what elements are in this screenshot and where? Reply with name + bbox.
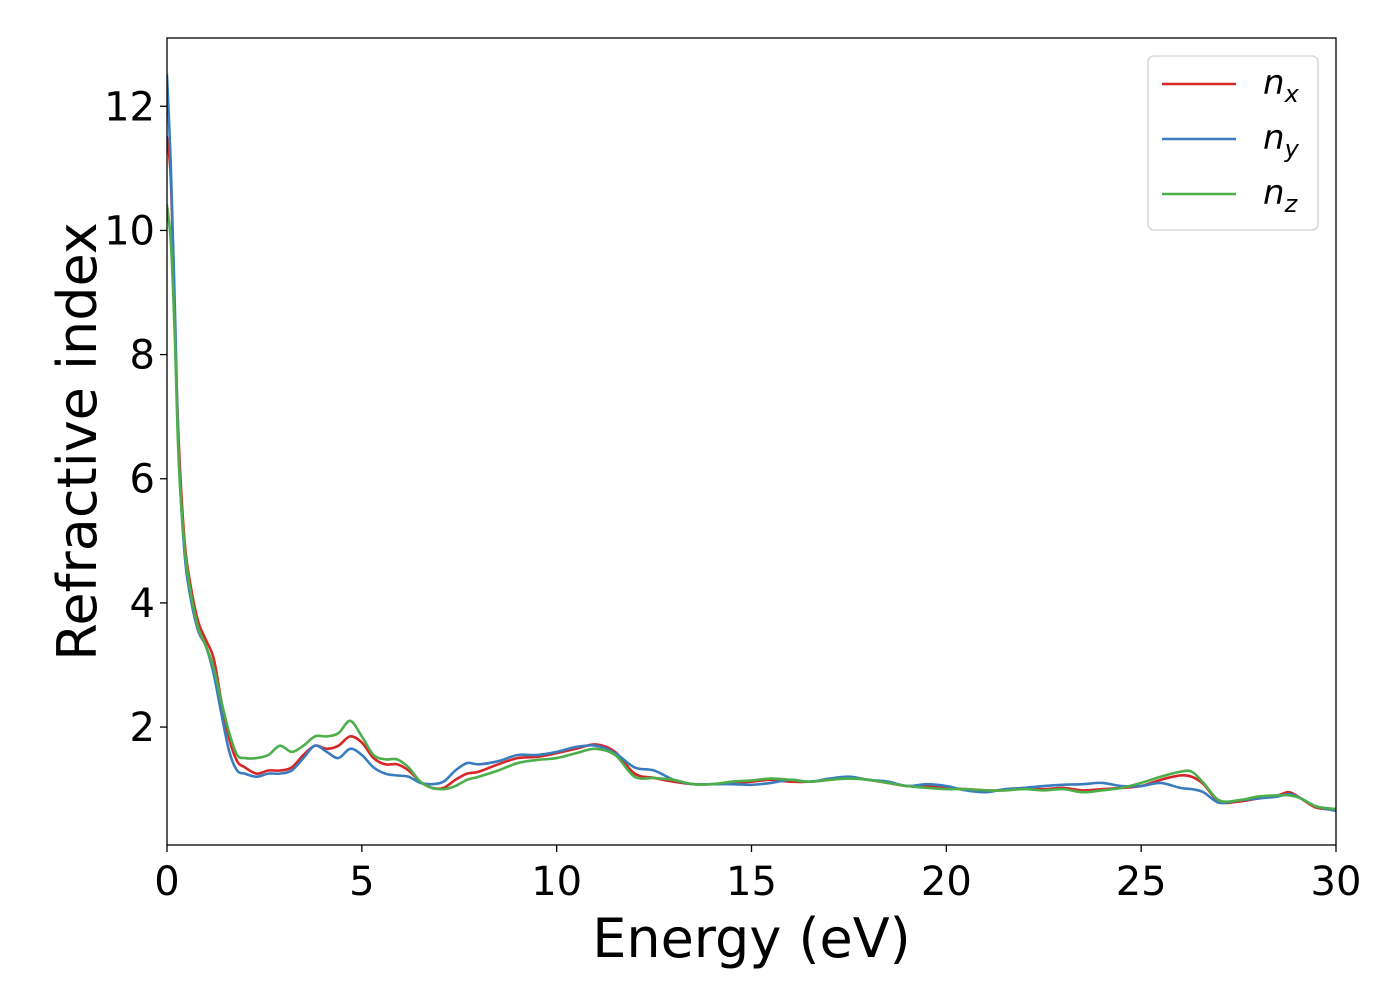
series-line-nx bbox=[167, 136, 1336, 811]
y-axis-label: Refractive index bbox=[46, 222, 109, 661]
x-tick-label: 25 bbox=[1116, 859, 1167, 905]
y-tick-label: 8 bbox=[130, 333, 155, 379]
x-tick-label: 30 bbox=[1311, 859, 1362, 905]
y-tick-label: 6 bbox=[130, 457, 155, 503]
x-tick-label: 5 bbox=[349, 859, 374, 905]
legend-subscript: x bbox=[1284, 80, 1300, 108]
y-tick-label: 12 bbox=[104, 84, 155, 130]
x-tick-label: 20 bbox=[921, 859, 972, 905]
x-tick-label: 15 bbox=[726, 859, 777, 905]
y-tick-label: 10 bbox=[104, 208, 155, 254]
x-tick-label: 10 bbox=[531, 859, 582, 905]
x-tick-label: 0 bbox=[154, 859, 179, 905]
legend-box bbox=[1147, 55, 1319, 231]
legend-subscript: y bbox=[1284, 135, 1300, 163]
y-axis-ticks: 2 4 6 8 10 12 bbox=[104, 84, 167, 751]
y-tick-label: 4 bbox=[130, 581, 155, 627]
series-layer bbox=[167, 73, 1336, 813]
series-line-ny bbox=[167, 73, 1336, 813]
legend-subscript: z bbox=[1284, 190, 1299, 218]
y-tick-label: 2 bbox=[130, 705, 155, 751]
x-axis-ticks: 0 5 10 15 20 25 30 bbox=[154, 845, 1361, 905]
series-line-nz bbox=[167, 204, 1336, 811]
x-axis-label: Energy (eV) bbox=[592, 907, 911, 970]
